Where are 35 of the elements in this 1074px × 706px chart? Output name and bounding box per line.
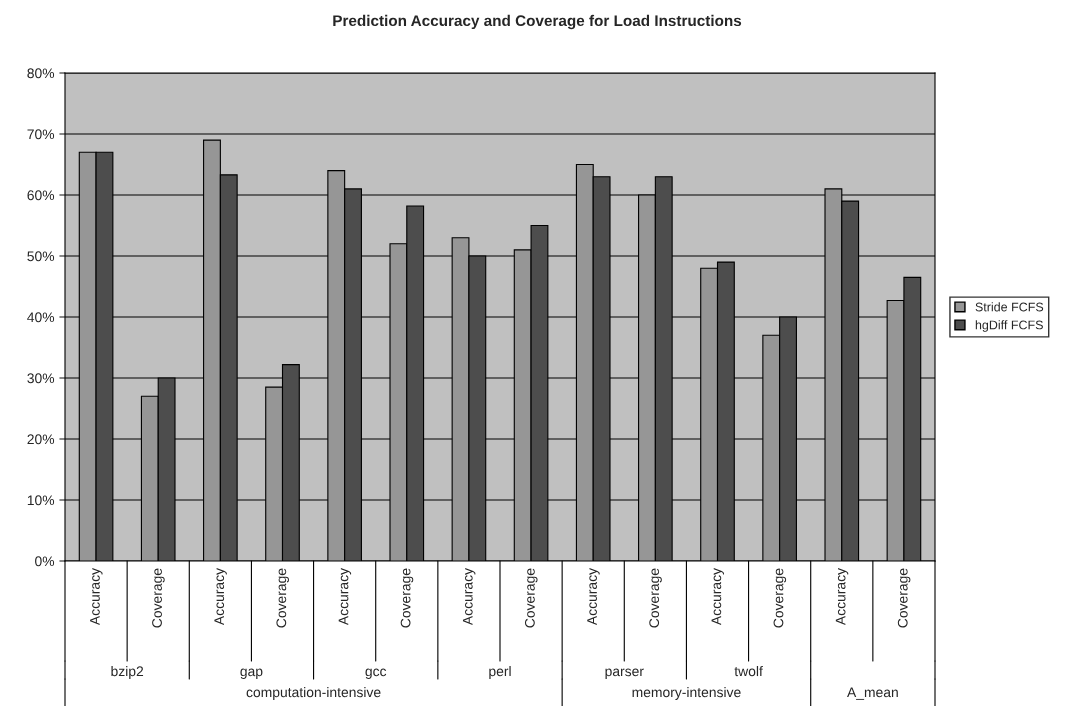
x-tick-label: Accuracy xyxy=(587,568,600,626)
y-tick-label: 10% xyxy=(27,495,55,506)
y-tick-label: 50% xyxy=(27,251,55,262)
legend-label: Stride FCFS xyxy=(975,302,1044,312)
text: gcc xyxy=(365,668,387,679)
x-tick-label: Coverage xyxy=(400,568,414,628)
y-tick-label: 20% xyxy=(27,434,55,445)
text: A_mean xyxy=(847,687,898,700)
x-tick-label: Accuracy xyxy=(90,568,103,626)
text: gap xyxy=(240,668,263,679)
y-tick-label: 30% xyxy=(27,373,55,384)
x-tick-label: Coverage xyxy=(773,568,787,628)
x-tick-label: Coverage xyxy=(524,568,538,628)
x-tick-label: Accuracy xyxy=(462,568,476,626)
legend-label: hgDiff FCFS xyxy=(975,320,1043,332)
x-tick-label: Accuracy xyxy=(835,568,849,626)
x-tick-label: Coverage xyxy=(152,568,165,628)
text: bzip2 xyxy=(111,666,144,679)
text: parser xyxy=(605,668,644,679)
x-tick-label: Coverage xyxy=(276,568,289,628)
text: computation-intensive xyxy=(246,687,381,700)
y-tick-label: 80% xyxy=(27,68,55,79)
x-tick-label: Coverage xyxy=(649,568,662,628)
y-tick-label: 40% xyxy=(27,312,55,323)
x-tick-label: Accuracy xyxy=(214,568,227,626)
y-tick-label: 60% xyxy=(27,190,55,201)
chart-title: Prediction Accuracy and Coverage for Load Instructions xyxy=(333,14,742,30)
text: twolf xyxy=(734,666,763,677)
text: memory-intensive xyxy=(632,687,741,700)
x-tick-label: Coverage xyxy=(897,568,911,628)
y-tick-label: 70% xyxy=(27,129,55,140)
x-tick-label: Accuracy xyxy=(711,568,724,626)
text: perl xyxy=(489,666,511,679)
x-tick-label: Accuracy xyxy=(338,568,352,626)
y-tick-label: 0% xyxy=(35,556,55,567)
